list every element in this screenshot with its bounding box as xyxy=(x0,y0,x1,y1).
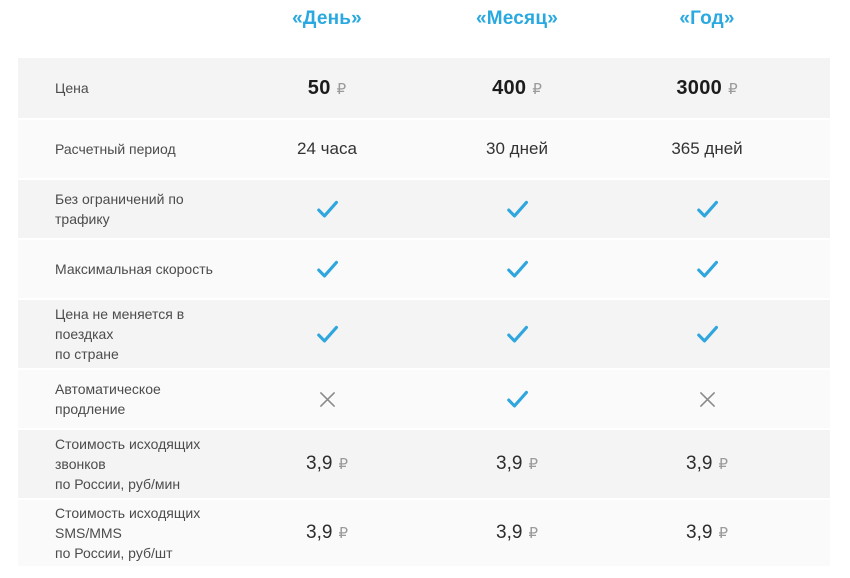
check-icon xyxy=(506,260,528,278)
row-label: Цена не меняется в поездках по стране xyxy=(55,305,185,363)
table-cell-year xyxy=(612,325,802,344)
check-icon xyxy=(696,200,718,218)
ruble-sign: ₽ xyxy=(718,456,728,473)
ruble-sign: ₽ xyxy=(728,80,738,98)
cell-value: 24 часа xyxy=(297,139,357,158)
table-cell-day xyxy=(232,200,422,219)
cross-icon xyxy=(319,391,335,407)
table-row-price: Цена 50 ₽ 400 ₽ 3000 ₽ xyxy=(18,58,830,118)
pricing-table: «День» «Месяц» «Год» Цена 50 ₽ 400 ₽ 300… xyxy=(18,0,830,566)
table-cell-year xyxy=(612,200,802,219)
table-row-billing-period: Расчетный период 24 часа 30 дней 365 дне… xyxy=(18,120,830,178)
table-cell-day: 3,9 ₽ xyxy=(232,522,422,544)
price-value: 400 xyxy=(492,76,527,99)
ruble-sign: ₽ xyxy=(338,456,348,473)
table-cell-month: 400 ₽ xyxy=(422,77,612,100)
table-cell-month xyxy=(422,260,612,279)
rate-value: 3,9 xyxy=(306,453,333,474)
table-cell-year: 3,9 ₽ xyxy=(612,453,802,475)
table-row-auto-renewal: Автоматическое продление xyxy=(18,370,830,428)
table-cell-year: 3,9 ₽ xyxy=(612,522,802,544)
table-cell-year xyxy=(612,391,802,408)
ruble-sign: ₽ xyxy=(718,525,728,542)
table-cell-day: 50 ₽ xyxy=(232,77,422,100)
table-cell-year: 365 дней xyxy=(612,139,802,159)
rate-value: 3,9 xyxy=(496,522,523,543)
row-label: Расчетный период xyxy=(55,140,176,157)
rate-value: 3,9 xyxy=(686,453,713,474)
column-header-month: «Месяц» xyxy=(475,8,558,29)
row-label: Максимальная скорость xyxy=(55,260,213,277)
check-icon xyxy=(696,325,718,343)
check-icon xyxy=(316,260,338,278)
table-cell-day xyxy=(232,325,422,344)
table-cell-month xyxy=(422,325,612,344)
ruble-sign: ₽ xyxy=(338,525,348,542)
column-header-year: «Год» xyxy=(679,8,735,29)
check-icon xyxy=(696,260,718,278)
check-icon xyxy=(506,200,528,218)
ruble-sign: ₽ xyxy=(336,80,347,98)
table-cell-month xyxy=(422,390,612,409)
price-value: 50 xyxy=(307,76,331,99)
check-icon xyxy=(506,390,528,408)
check-icon xyxy=(506,325,528,343)
row-label: Стоимость исходящих SMS/MMS по России, р… xyxy=(55,504,201,562)
cell-value: 30 дней xyxy=(486,139,548,158)
check-icon xyxy=(316,200,338,218)
table-cell-month: 30 дней xyxy=(422,139,612,159)
table-cell-day xyxy=(232,260,422,279)
table-header-row: «День» «Месяц» «Год» xyxy=(18,0,830,58)
table-row-outgoing-calls-rate: Стоимость исходящих звонков по России, р… xyxy=(18,430,830,498)
row-label: Автоматическое продление xyxy=(55,380,161,417)
row-label: Стоимость исходящих звонков по России, р… xyxy=(55,435,201,493)
table-cell-day: 3,9 ₽ xyxy=(232,453,422,475)
table-cell-day: 24 часа xyxy=(232,139,422,159)
table-row-sms-mms-rate: Стоимость исходящих SMS/MMS по России, р… xyxy=(18,500,830,566)
row-label: Без ограничений по трафику xyxy=(55,190,184,227)
table-cell-month: 3,9 ₽ xyxy=(422,453,612,475)
check-icon xyxy=(316,325,338,343)
table-row-max-speed: Максимальная скорость xyxy=(18,240,830,298)
rate-value: 3,9 xyxy=(686,522,713,543)
rate-value: 3,9 xyxy=(306,522,333,543)
ruble-sign: ₽ xyxy=(528,525,538,542)
table-row-roaming-price: Цена не меняется в поездках по стране xyxy=(18,300,830,368)
column-header-day: «День» xyxy=(292,8,362,29)
ruble-sign: ₽ xyxy=(532,80,542,98)
table-cell-day xyxy=(232,391,422,408)
table-cell-year: 3000 ₽ xyxy=(612,77,802,100)
table-cell-year xyxy=(612,260,802,279)
table-row-unlimited-traffic: Без ограничений по трафику xyxy=(18,180,830,238)
cross-icon xyxy=(699,391,715,407)
cell-value: 365 дней xyxy=(671,139,743,158)
table-cell-month xyxy=(422,200,612,219)
ruble-sign: ₽ xyxy=(528,456,538,473)
rate-value: 3,9 xyxy=(496,453,523,474)
price-value: 3000 xyxy=(676,76,723,99)
table-cell-month: 3,9 ₽ xyxy=(422,522,612,544)
row-label: Цена xyxy=(55,79,89,96)
